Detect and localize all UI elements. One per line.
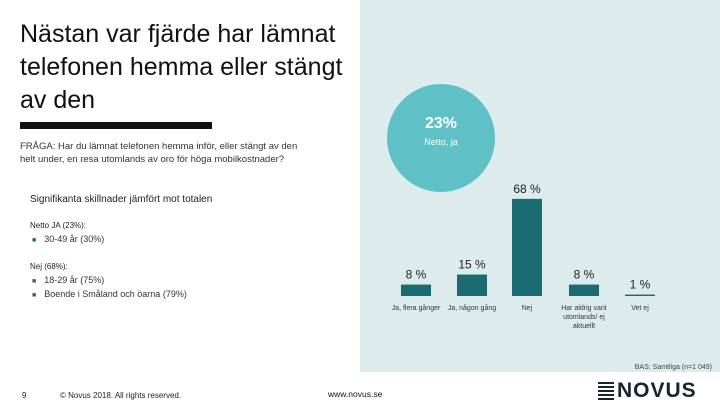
category-label: Ja, någon gång: [448, 304, 496, 312]
bar-value-label: 1 %: [630, 278, 651, 292]
significance-group-label: Netto JA (23%):: [30, 221, 87, 230]
significance-heading: Signifikanta skillnader jämfört mot tota…: [30, 194, 213, 205]
significance-item-text: 30-49 år (30%): [44, 234, 105, 244]
significance-group-label: Nej (68%):: [30, 262, 68, 271]
category-label: Ja, flera gånger: [392, 304, 441, 312]
bar: [625, 294, 655, 296]
significance-item: ■ 18-29 år (75%): [32, 275, 104, 285]
bullet-icon: ■: [32, 237, 37, 244]
bar: [569, 284, 599, 296]
summary-value: 23%: [424, 115, 458, 132]
category-label: Har aldrig varit utomlands/ ej aktuellt: [561, 305, 607, 330]
survey-question: FRÅGA: Har du lämnat telefonen hemma inf…: [20, 141, 298, 165]
page-title: Nästan var fjärde har lämnat telefonen h…: [20, 20, 343, 114]
bar: [401, 284, 431, 296]
bar-value-label: 68 %: [513, 182, 541, 196]
novus-logo: NOVUS: [598, 379, 697, 402]
page-number: 9: [22, 391, 27, 400]
logo-text: NOVUS: [617, 379, 697, 402]
bar-value-label: 15 %: [458, 258, 486, 272]
bullet-icon: ■: [32, 278, 37, 285]
bar: [512, 198, 542, 296]
base-note: BAS: Samtliga (n=1 049): [634, 364, 712, 371]
summary-label: Netto, ja: [424, 137, 458, 147]
bullet-icon: ■: [32, 292, 37, 299]
bar-value-label: 8 %: [406, 268, 427, 282]
significance-item: ■ 30-49 år (30%): [32, 234, 104, 244]
category-label: Vet ej: [631, 305, 649, 312]
significance-item: ■ Boende i Småland och öarna (79%): [32, 289, 187, 299]
logo-stripes-icon: [598, 382, 614, 400]
significance-item-text: Boende i Småland och öarna (79%): [44, 289, 187, 299]
website-link[interactable]: www.novus.se: [328, 389, 383, 399]
title-underline: [20, 122, 212, 129]
bar: [457, 274, 487, 296]
copyright: © Novus 2018. All rights reserved.: [60, 391, 182, 400]
summary-bubble: 23% Netto, ja: [387, 84, 495, 192]
bar-value-label: 8 %: [574, 268, 595, 282]
significance-item-text: 18-29 år (75%): [44, 275, 105, 285]
category-label: Nej: [522, 305, 533, 312]
bar-chart: 8 % Ja, flera gånger 15 % Ja, någon gång 68 …: [392, 182, 655, 330]
